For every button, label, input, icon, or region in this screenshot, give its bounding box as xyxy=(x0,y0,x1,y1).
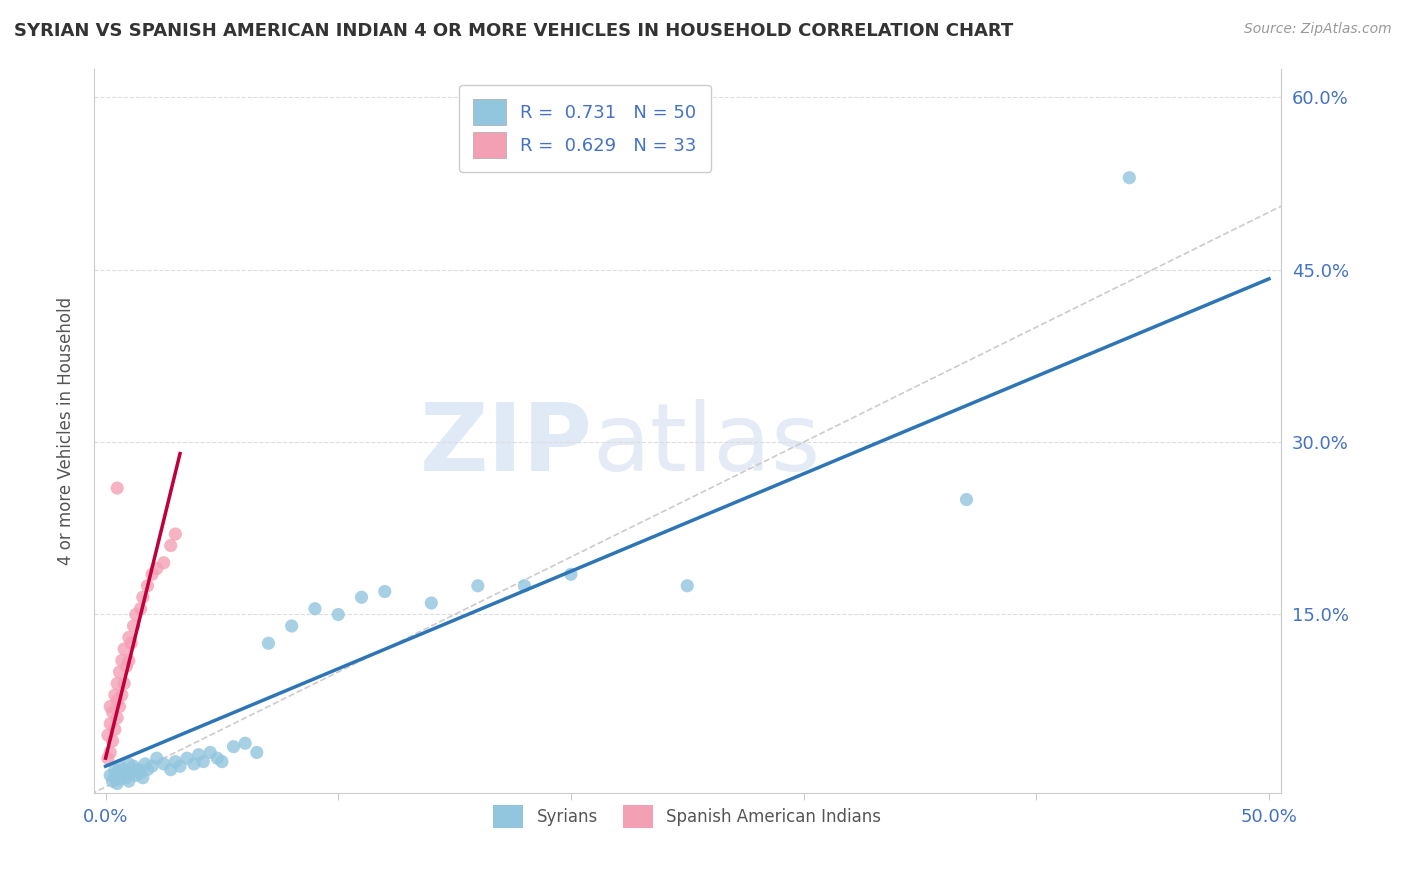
Point xyxy=(111,653,134,667)
Point xyxy=(165,527,187,541)
Point xyxy=(108,759,131,773)
Point xyxy=(129,601,152,615)
Point xyxy=(233,736,256,750)
Point xyxy=(97,751,120,765)
Point xyxy=(108,665,131,679)
Point xyxy=(374,584,396,599)
Point xyxy=(120,766,142,780)
Text: Source: ZipAtlas.com: Source: ZipAtlas.com xyxy=(1244,22,1392,37)
Point xyxy=(132,771,155,785)
Point xyxy=(112,763,135,777)
Point xyxy=(350,591,373,605)
Point xyxy=(112,642,135,657)
Point xyxy=(118,631,141,645)
Point xyxy=(105,766,128,780)
Point xyxy=(152,556,174,570)
Point xyxy=(183,756,205,771)
Point xyxy=(676,579,699,593)
Point xyxy=(104,688,127,702)
Point xyxy=(104,723,127,737)
Point xyxy=(159,763,181,777)
Point xyxy=(115,659,138,673)
Point xyxy=(257,636,280,650)
Point xyxy=(105,694,128,708)
Point xyxy=(159,539,181,553)
Point xyxy=(200,746,222,760)
Point xyxy=(145,561,167,575)
Point xyxy=(98,716,121,731)
Point xyxy=(125,607,148,622)
Point xyxy=(98,699,121,714)
Point xyxy=(118,653,141,667)
Point xyxy=(101,705,124,719)
Point xyxy=(955,492,977,507)
Point xyxy=(145,751,167,765)
Point xyxy=(108,772,131,786)
Point xyxy=(169,759,191,773)
Point xyxy=(246,746,269,760)
Point xyxy=(420,596,443,610)
Point xyxy=(187,747,209,762)
Text: ZIP: ZIP xyxy=(419,399,592,491)
Text: atlas: atlas xyxy=(592,399,821,491)
Point xyxy=(118,774,141,789)
Point xyxy=(111,688,134,702)
Text: SYRIAN VS SPANISH AMERICAN INDIAN 4 OR MORE VEHICLES IN HOUSEHOLD CORRELATION CH: SYRIAN VS SPANISH AMERICAN INDIAN 4 OR M… xyxy=(14,22,1014,40)
Point xyxy=(467,579,489,593)
Point xyxy=(1118,170,1140,185)
Point xyxy=(127,763,149,777)
Point xyxy=(97,728,120,742)
Point xyxy=(118,756,141,771)
Point xyxy=(211,755,233,769)
Point xyxy=(122,759,145,773)
Point xyxy=(104,763,127,777)
Point xyxy=(222,739,245,754)
Point xyxy=(120,636,142,650)
Point xyxy=(560,567,582,582)
Point xyxy=(280,619,302,633)
Point xyxy=(152,756,174,771)
Point xyxy=(98,768,121,782)
Point xyxy=(104,771,127,785)
Point xyxy=(105,481,128,495)
Point xyxy=(112,676,135,690)
Point xyxy=(108,699,131,714)
Point xyxy=(207,751,229,765)
Point xyxy=(193,755,215,769)
Point xyxy=(136,763,159,777)
Point xyxy=(328,607,350,622)
Point xyxy=(141,567,163,582)
Point xyxy=(134,756,156,771)
Point xyxy=(105,711,128,725)
Point xyxy=(111,768,134,782)
Point xyxy=(513,579,536,593)
Point xyxy=(141,759,163,773)
Point xyxy=(101,734,124,748)
Point xyxy=(105,776,128,790)
Point xyxy=(165,755,187,769)
Point xyxy=(98,746,121,760)
Point xyxy=(122,619,145,633)
Legend: Syrians, Spanish American Indians: Syrians, Spanish American Indians xyxy=(486,798,887,835)
Point xyxy=(125,768,148,782)
Point xyxy=(105,676,128,690)
Point xyxy=(304,601,326,615)
Point xyxy=(115,771,138,785)
Point xyxy=(136,579,159,593)
Y-axis label: 4 or more Vehicles in Household: 4 or more Vehicles in Household xyxy=(58,296,75,565)
Point xyxy=(132,591,155,605)
Point xyxy=(101,774,124,789)
Point xyxy=(129,766,152,780)
Point xyxy=(176,751,198,765)
